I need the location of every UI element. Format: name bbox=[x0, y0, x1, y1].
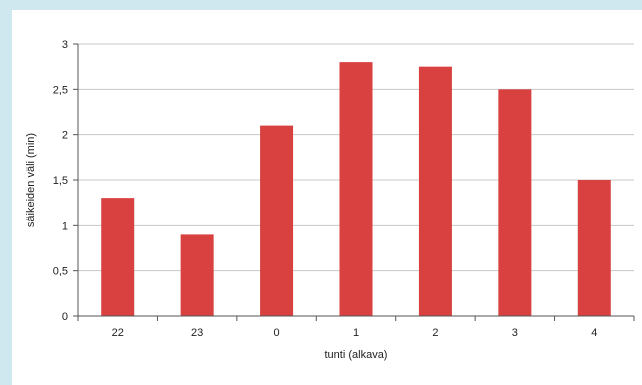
x-tick-label: 2 bbox=[432, 327, 438, 339]
bar-1 bbox=[339, 62, 373, 317]
chart-panel bbox=[12, 10, 642, 385]
x-tick-label: 3 bbox=[512, 327, 518, 339]
x-tick-label: 22 bbox=[112, 327, 124, 339]
y-tick-label: 0,5 bbox=[53, 266, 68, 278]
x-tick-label: 23 bbox=[191, 327, 203, 339]
bar-23 bbox=[180, 234, 214, 316]
bar-2 bbox=[418, 66, 452, 317]
bars bbox=[101, 62, 611, 317]
x-tick-label: 0 bbox=[274, 327, 280, 339]
y-axis-title: säikeiden väli (min) bbox=[25, 133, 37, 227]
bar-22 bbox=[101, 198, 135, 316]
bar-3 bbox=[498, 89, 532, 316]
y-tick-label: 3 bbox=[62, 39, 68, 51]
bar-0 bbox=[260, 125, 294, 316]
y-tick-label: 1 bbox=[62, 220, 68, 232]
x-axis-title: tunti (alkava) bbox=[325, 349, 388, 361]
y-tick-label: 1,5 bbox=[53, 175, 68, 187]
y-tick-label: 2 bbox=[62, 130, 68, 142]
y-tick-label: 2,5 bbox=[53, 84, 68, 96]
x-tick-label: 1 bbox=[353, 327, 359, 339]
bar-4 bbox=[577, 180, 611, 316]
y-tick-label: 0 bbox=[62, 311, 68, 323]
x-tick-label: 4 bbox=[591, 327, 597, 339]
axes bbox=[73, 43, 635, 321]
